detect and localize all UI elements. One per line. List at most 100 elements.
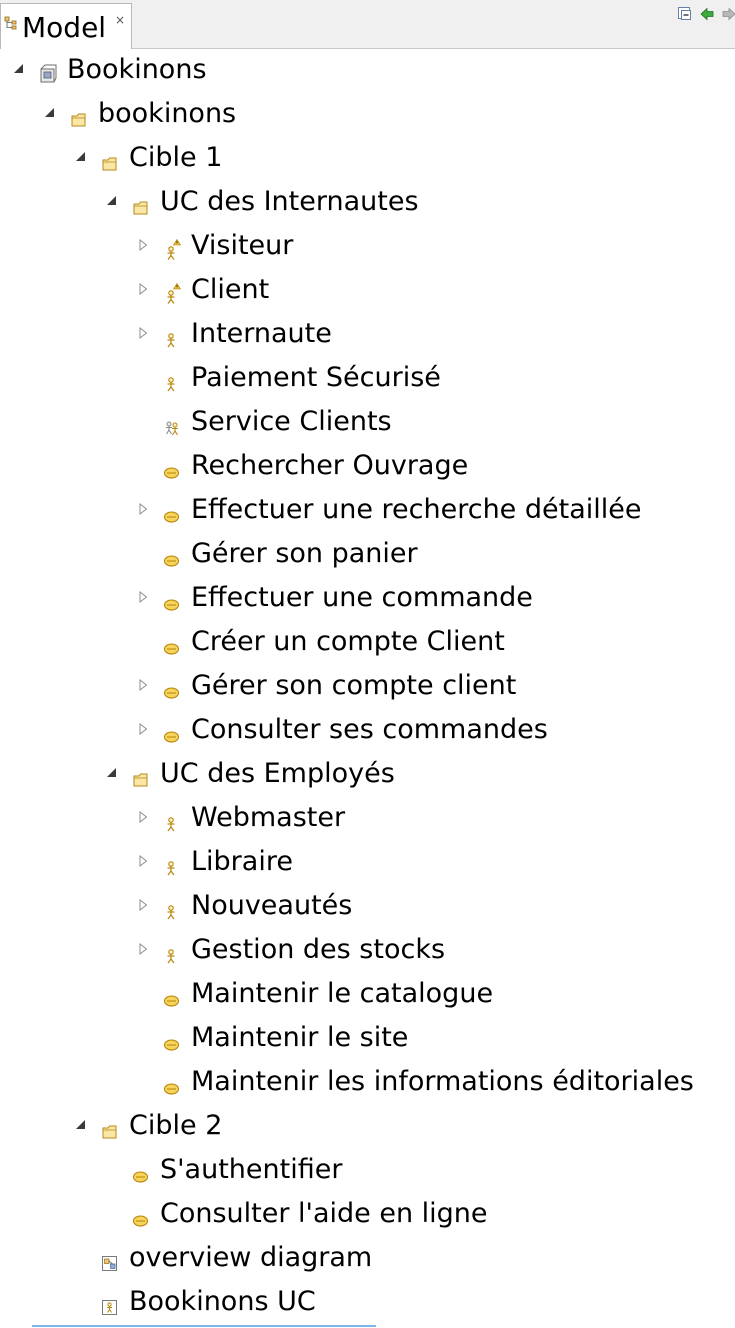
package-icon [101,1119,119,1141]
usecase-icon [163,459,181,481]
collapsed-arrow-icon[interactable] [136,897,150,912]
tree-item-label: Consulter l'aide en ligne [160,1198,488,1229]
class-diagram-icon [101,1251,119,1273]
view-tab-bar: Model × [0,0,735,49]
tab-model[interactable]: Model × [0,3,132,49]
tree-item[interactable]: Consulter ses commandes [0,708,735,752]
package-icon [132,767,150,789]
expanded-arrow-icon[interactable] [105,765,119,779]
tab-title: Model [22,11,107,44]
tree-item-label: Gérer son compte client [191,670,517,701]
tree-item-label: Nouveautés [191,890,353,921]
tree-item[interactable]: Créer un compte Client [0,620,735,664]
tree-item[interactable]: Nouveautés [0,884,735,928]
tree-item[interactable]: Cible 1 [0,136,735,180]
tree-item[interactable]: Internaute [0,312,735,356]
usecase-icon [132,1163,150,1185]
tree-item[interactable]: Maintenir le catalogue [0,972,735,1016]
collapsed-arrow-icon[interactable] [136,501,150,516]
expanded-arrow-icon[interactable] [12,61,26,75]
tree-item-label: Rechercher Ouvrage [191,450,469,481]
tree-item-label: Client [191,274,270,305]
model-icon [39,63,57,85]
tree-item[interactable]: Effectuer une commande [0,576,735,620]
collapsed-arrow-icon[interactable] [136,325,150,340]
tree-item-label: Bookinons UC [129,1286,316,1317]
tree-item-label: Cible 2 [129,1110,223,1141]
tree-item[interactable]: Maintenir le site [0,1016,735,1060]
tree-item-label: S'authentifier [160,1154,343,1185]
tree-item-label: Webmaster [191,802,346,833]
expanded-arrow-icon[interactable] [74,1117,88,1131]
tree-item[interactable]: Gestion des stocks [0,928,735,972]
tree-item-label: Consulter ses commandes [191,714,548,745]
usecase-icon [163,1031,181,1053]
back-icon[interactable] [699,6,715,22]
expanded-arrow-icon[interactable] [74,149,88,163]
collapsed-arrow-icon[interactable] [136,941,150,956]
tree-item-label: UC des Internautes [160,186,419,217]
tree-item[interactable]: Service Clients [0,400,735,444]
tree-item-label: bookinons [98,98,237,129]
collapsed-arrow-icon[interactable] [136,721,150,736]
tree-item[interactable]: Effectuer une recherche détaillée [0,488,735,532]
tree-item-label: Maintenir les informations éditoriales [191,1066,694,1097]
tree-item-label: Internaute [191,318,332,349]
tree-item-label: Créer un compte Client [191,626,505,657]
expanded-arrow-icon[interactable] [43,105,57,119]
usecase-icon [163,987,181,1009]
collapsed-arrow-icon[interactable] [136,853,150,868]
package-icon [70,107,88,129]
selection-indicator [32,1325,376,1327]
collapsed-arrow-icon[interactable] [136,281,150,296]
tree-item-label: Bookinons [67,54,207,85]
model-tree[interactable]: Bookinons bookinons Cible 1 UC des Internau… [0,48,735,1328]
usecase-icon [163,503,181,525]
collapsed-arrow-icon[interactable] [136,677,150,692]
tree-item[interactable]: Gérer son compte client [0,664,735,708]
tree-item[interactable]: Client [0,268,735,312]
package-icon [101,151,119,173]
tree-item-label: Maintenir le site [191,1022,409,1053]
tree-item[interactable]: bookinons [0,92,735,136]
tree-item[interactable]: Consulter l'aide en ligne [0,1192,735,1236]
collapsed-arrow-icon[interactable] [136,809,150,824]
actor-group-icon [163,415,181,437]
tree-item[interactable]: Webmaster [0,796,735,840]
model-tree-icon [4,16,17,30]
actor-icon [163,811,181,833]
tree-item[interactable]: overview diagram [0,1236,735,1280]
tree-item[interactable]: S'authentifier [0,1148,735,1192]
collapsed-arrow-icon[interactable] [136,589,150,604]
expanded-arrow-icon[interactable] [105,193,119,207]
tree-item-label: Gestion des stocks [191,934,446,965]
tree-item[interactable]: Bookinons UC [0,1280,735,1324]
tree-item-label: overview diagram [129,1242,373,1273]
tree-item[interactable]: Libraire [0,840,735,884]
tree-item[interactable]: UC des Internautes [0,180,735,224]
package-icon [132,195,150,217]
tree-item[interactable]: Maintenir les informations éditoriales [0,1060,735,1104]
tree-item[interactable]: UC des Employés [0,752,735,796]
usecase-icon [163,547,181,569]
actor-icon [163,899,181,921]
tree-item-label: Service Clients [191,406,392,437]
usecase-icon [163,1075,181,1097]
close-icon[interactable]: × [115,13,126,27]
tree-item[interactable]: Cible 2 [0,1104,735,1148]
tree-item[interactable]: Bookinons [0,48,735,92]
tree-item[interactable]: Rechercher Ouvrage [0,444,735,488]
tree-item-label: Paiement Sécurisé [191,362,441,393]
actor-warning-icon [163,282,182,305]
collapse-all-icon[interactable] [677,6,693,22]
usecase-icon [163,723,181,745]
tree-item[interactable]: Gérer son panier [0,532,735,576]
tree-item[interactable]: Visiteur [0,224,735,268]
actor-warning-icon [163,238,182,261]
tree-item[interactable]: Paiement Sécurisé [0,356,735,400]
collapsed-arrow-icon[interactable] [136,237,150,252]
tree-item-label: Effectuer une commande [191,582,533,613]
tree-item-label: UC des Employés [160,758,395,789]
forward-icon[interactable] [721,6,735,22]
